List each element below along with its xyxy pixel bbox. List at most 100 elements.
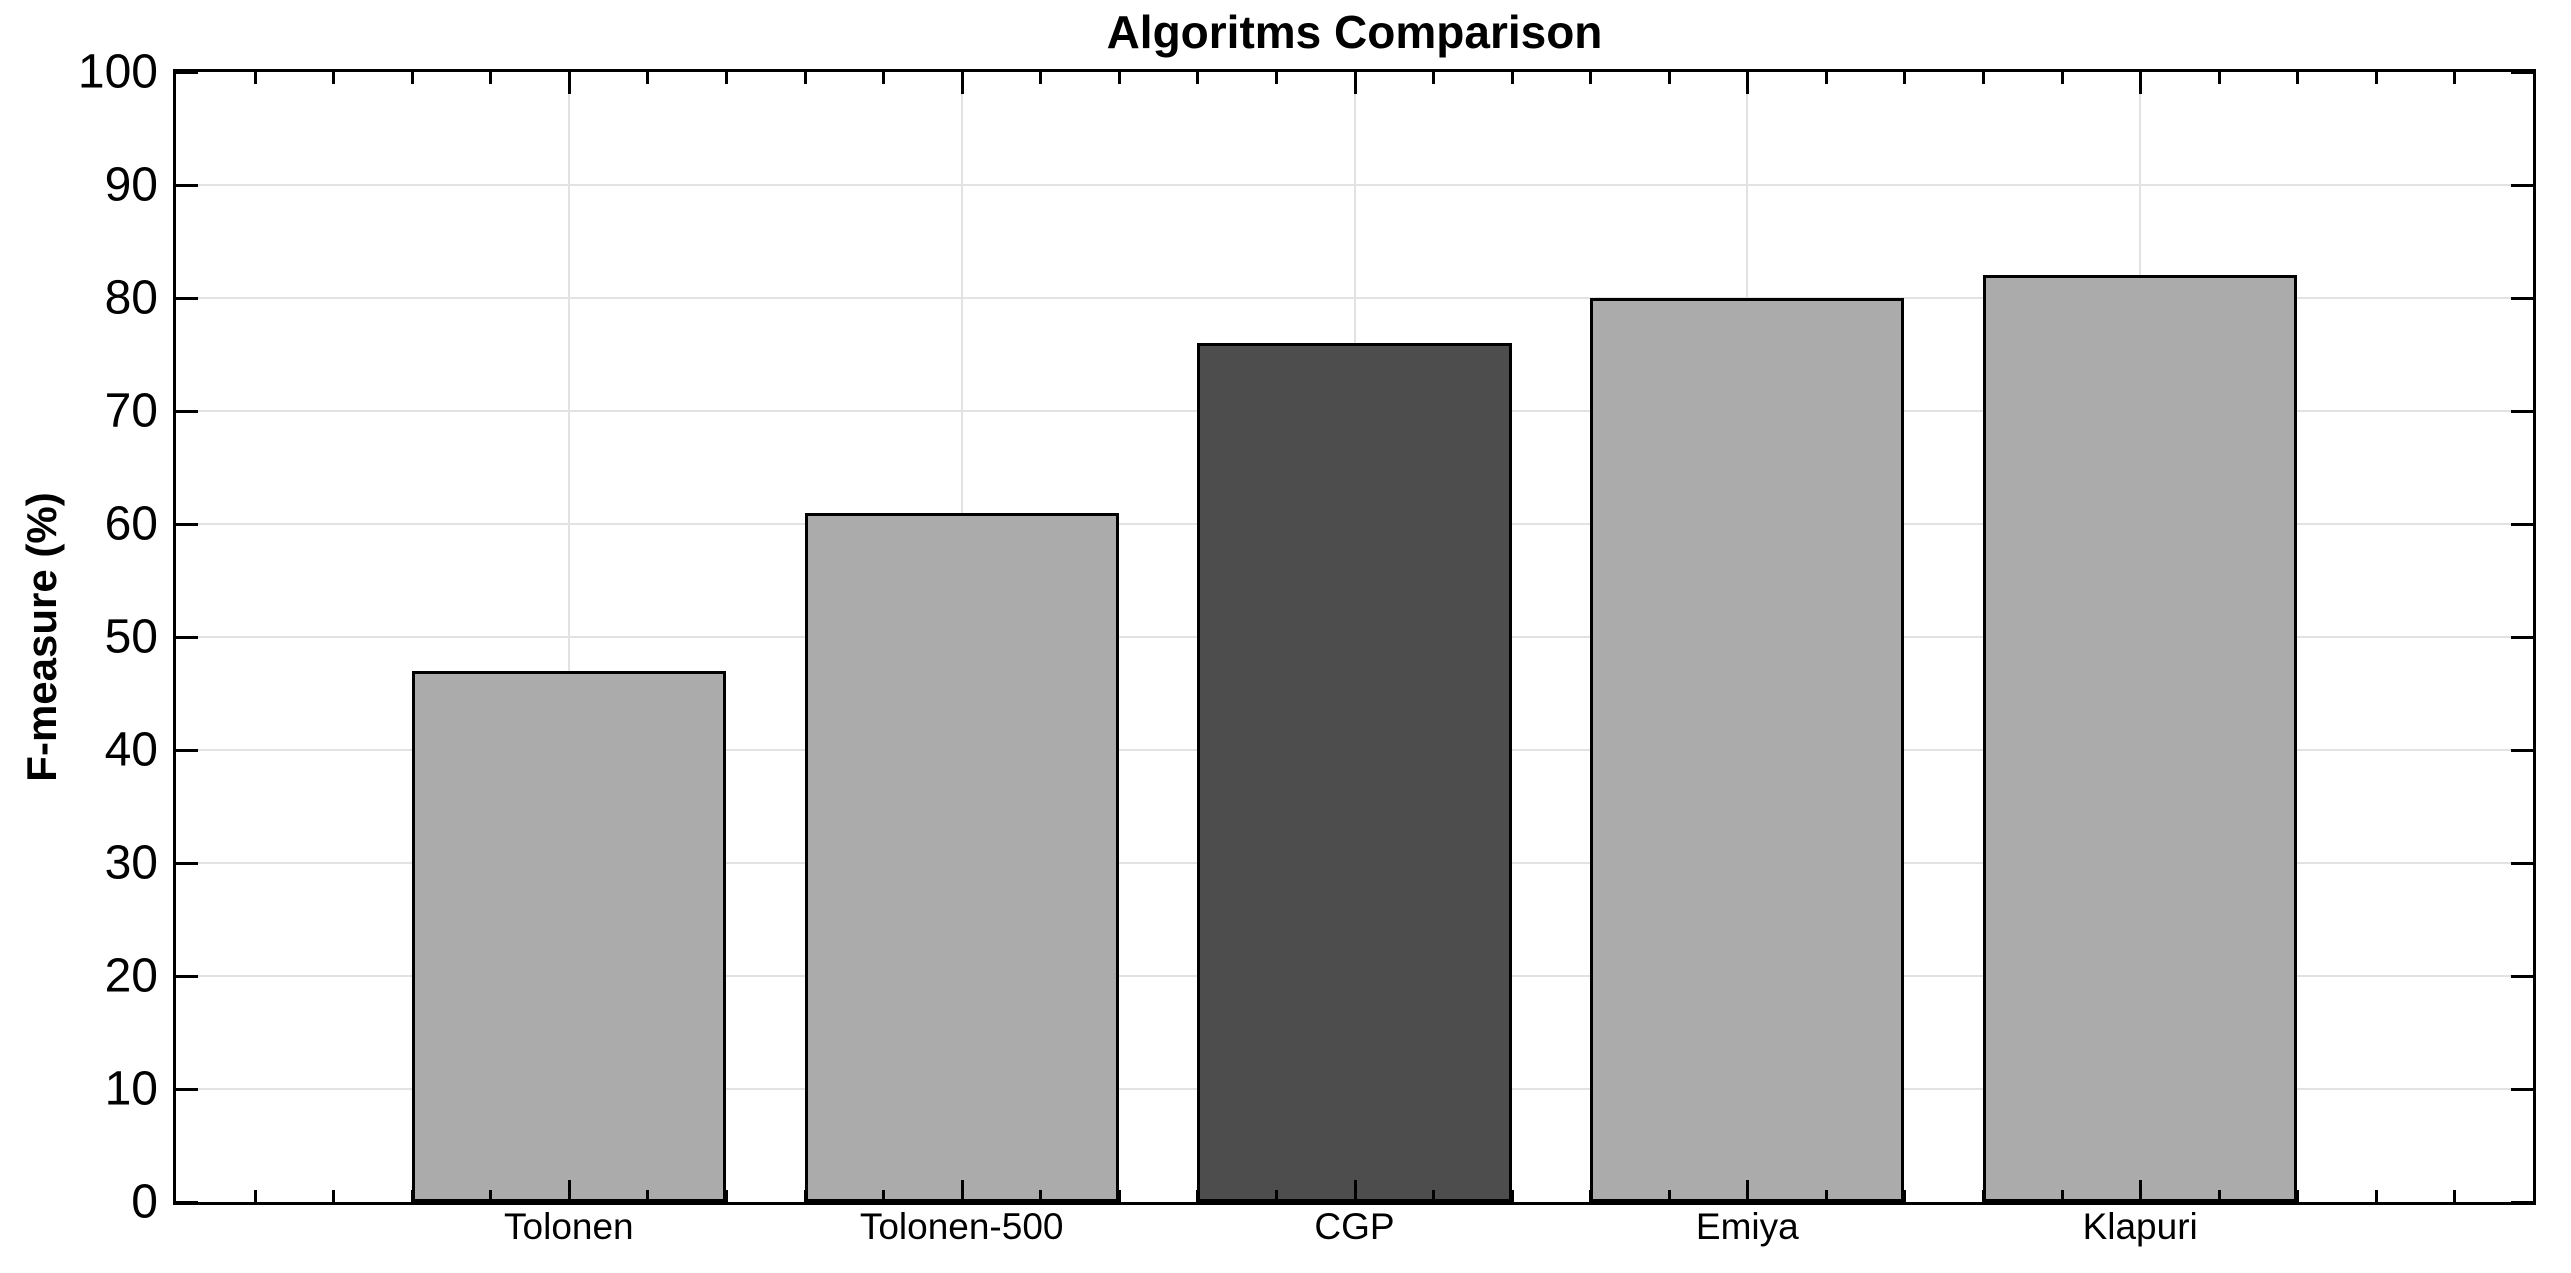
x-major-tick-bottom [960,1180,964,1202]
y-tick-right [2511,1201,2533,1204]
x-minor-tick-bottom [1510,1190,1514,1202]
y-tick-left [176,297,198,300]
x-minor-tick-bottom [2217,1190,2221,1202]
y-tick-left [176,184,198,187]
y-tick-label: 20 [104,949,158,1003]
y-tick-label: 30 [104,836,158,890]
y-tick-left [176,410,198,413]
x-major-tick-top [567,72,571,94]
x-minor-tick-top [1903,72,1907,84]
x-minor-tick-top [2374,72,2378,84]
x-minor-tick-top [332,72,336,84]
x-minor-tick-top [2217,72,2221,84]
bar-cgp [1197,343,1512,1202]
x-minor-tick-top [2453,72,2457,84]
y-tick-left [176,1088,198,1091]
x-minor-tick-bottom [1039,1190,1043,1202]
x-tick-label: Tolonen [504,1206,634,1247]
y-tick-label: 80 [104,271,158,325]
x-minor-tick-bottom [1432,1190,1436,1202]
y-tick-left [176,636,198,639]
x-minor-tick-top [1432,72,1436,84]
y-tick-right [2511,71,2533,74]
bar-klapuri [1983,275,2298,1202]
x-minor-tick-top [1589,72,1593,84]
x-minor-tick-bottom [803,1190,807,1202]
x-tick-label: Klapuri [2082,1206,2198,1247]
y-tick-label: 0 [131,1175,158,1229]
x-major-tick-bottom [2139,1180,2143,1202]
x-minor-tick-bottom [2453,1190,2457,1202]
x-major-tick-bottom [567,1180,571,1202]
x-minor-tick-top [1274,72,1278,84]
y-tick-left [176,1201,198,1204]
v-gridline [567,72,570,1202]
x-minor-tick-top [489,72,493,84]
x-minor-tick-bottom [646,1190,650,1202]
y-tick-label: 100 [77,45,158,99]
x-minor-tick-top [1117,72,1121,84]
x-minor-tick-top [2060,72,2064,84]
y-tick-right [2511,749,2533,752]
x-tick-label: Tolonen-500 [859,1206,1064,1247]
y-tick-label: 60 [104,497,158,551]
x-minor-tick-top [882,72,886,84]
y-tick-label: 70 [104,384,158,438]
y-tick-left [176,975,198,978]
y-tick-right [2511,1088,2533,1091]
x-major-tick-bottom [1746,1180,1750,1202]
y-tick-left [176,523,198,526]
y-tick-left [176,749,198,752]
x-tick-labels: Tolonen Tolonen-500 CGP Emiya Klapuri [176,1206,2533,1266]
x-minor-tick-top [253,72,257,84]
chart-title: Algoritms Comparison [1106,6,1603,58]
x-minor-tick-bottom [724,1190,728,1202]
x-minor-tick-top [1510,72,1514,84]
bar-tolonen [411,670,726,1202]
x-minor-tick-bottom [1196,1190,1200,1202]
x-minor-tick-bottom [2296,1190,2300,1202]
x-minor-tick-bottom [1589,1190,1593,1202]
x-minor-tick-bottom [410,1190,414,1202]
y-tick-right [2511,975,2533,978]
x-minor-tick-bottom [253,1190,257,1202]
x-minor-tick-bottom [1903,1190,1907,1202]
y-tick-label: 10 [104,1062,158,1116]
x-minor-tick-top [646,72,650,84]
x-minor-tick-top [724,72,728,84]
y-tick-label: 40 [104,723,158,777]
x-minor-tick-bottom [1824,1190,1828,1202]
y-tick-right [2511,410,2533,413]
x-minor-tick-top [1982,72,1986,84]
x-minor-tick-bottom [1117,1190,1121,1202]
x-minor-tick-top [1039,72,1043,84]
x-minor-tick-top [1824,72,1828,84]
x-minor-tick-top [803,72,807,84]
x-tick-label: CGP [1314,1206,1395,1247]
y-tick-labels: 0 10 20 30 40 50 60 70 80 90 100 [0,46,158,1229]
x-major-tick-top [2139,72,2143,94]
y-tick-label: 50 [104,610,158,664]
plot-area [173,69,2536,1205]
x-major-tick-top [1353,72,1357,94]
y-tick-label: 90 [104,158,158,212]
x-major-tick-top [960,72,964,94]
y-tick-right [2511,297,2533,300]
bar-emiya [1590,298,1905,1202]
y-tick-left [176,71,198,74]
y-tick-right [2511,184,2533,187]
x-minor-tick-bottom [1667,1190,1671,1202]
x-minor-tick-bottom [489,1190,493,1202]
x-major-tick-bottom [1353,1180,1357,1202]
x-minor-tick-bottom [1274,1190,1278,1202]
y-tick-right [2511,862,2533,865]
x-minor-tick-top [2296,72,2300,84]
x-minor-tick-bottom [332,1190,336,1202]
x-tick-label: Emiya [1695,1206,1799,1247]
x-minor-tick-bottom [1982,1190,1986,1202]
bar-tolonen-500 [804,512,1119,1202]
x-minor-tick-top [410,72,414,84]
y-tick-right [2511,523,2533,526]
y-tick-right [2511,636,2533,639]
